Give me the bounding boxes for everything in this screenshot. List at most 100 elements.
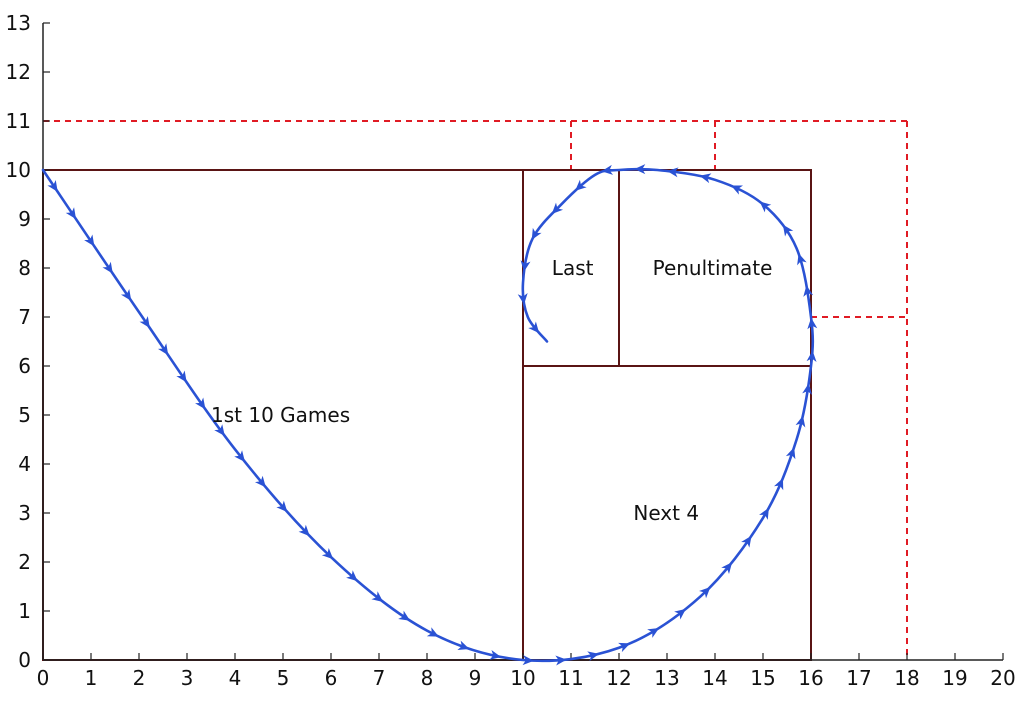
spiral-arrow-head xyxy=(120,288,132,301)
spiral-path xyxy=(41,164,818,666)
spiral-arrow-head xyxy=(587,651,600,662)
dashed-guide-lines xyxy=(43,120,908,660)
spiral-arrow-head xyxy=(803,285,814,297)
spiral-arrow-head xyxy=(214,424,225,437)
spiral-arrow-head xyxy=(667,167,679,178)
spiral-arrow-head xyxy=(699,586,711,599)
x-tick-label: 13 xyxy=(654,666,679,690)
spiral-arrow-head xyxy=(699,173,712,184)
y-tick-label: 7 xyxy=(18,305,31,329)
spiral-arrow-head xyxy=(84,234,95,247)
spiral-arrow-head xyxy=(298,524,310,537)
spiral-arrow-head xyxy=(65,207,77,220)
spiral-arrow-head xyxy=(176,370,187,383)
spiral-arrow-head xyxy=(254,475,266,488)
spiral-arrow-head xyxy=(759,507,769,520)
spiral-arrow-head xyxy=(195,397,206,410)
x-tick-label: 17 xyxy=(846,666,871,690)
x-tick-label: 9 xyxy=(469,666,482,690)
y-tick-label: 8 xyxy=(18,256,31,280)
spiral-arrow-head xyxy=(517,293,528,305)
spiral-arrow-head xyxy=(276,500,288,513)
spiral-arrow-head xyxy=(47,179,58,192)
x-tick-label: 1 xyxy=(85,666,98,690)
y-tick-label: 12 xyxy=(6,60,31,84)
spiral-arrow-head xyxy=(234,450,246,462)
region-labels: 1st 10 Games Next 4 Last Penultimate xyxy=(211,256,772,525)
x-tick-label: 16 xyxy=(798,666,823,690)
spiral-arrow-head xyxy=(802,383,813,395)
y-tick-label: 1 xyxy=(18,599,31,623)
spiral-arrow-head xyxy=(797,253,807,266)
spiral-arrow-head xyxy=(575,179,587,191)
y-tick-label: 3 xyxy=(18,501,31,525)
x-tick-label: 8 xyxy=(421,666,434,690)
region-boxes xyxy=(42,169,812,661)
spiral-arrow-head xyxy=(774,478,784,491)
x-tick-label: 7 xyxy=(373,666,386,690)
spiral-curve xyxy=(41,167,815,663)
spiral-arrow-head xyxy=(782,224,794,237)
spiral-arrow-head xyxy=(674,608,686,620)
y-tick-label: 9 xyxy=(18,207,31,231)
spiral-arrow-head xyxy=(730,185,744,195)
x-tick-label: 19 xyxy=(942,666,967,690)
x-tick-label: 11 xyxy=(558,666,583,690)
spiral-arrow-head xyxy=(398,610,411,621)
x-tick-label: 4 xyxy=(229,666,242,690)
x-tick-label: 0 xyxy=(37,666,50,690)
y-tick-label: 5 xyxy=(18,403,31,427)
spiral-arrow-head xyxy=(139,316,150,328)
spiral-arrow-head xyxy=(721,562,733,574)
x-tick-label: 18 xyxy=(894,666,919,690)
spiral-arrow-head xyxy=(522,655,534,666)
spiral-arrow-head xyxy=(601,164,614,175)
x-tick-label: 2 xyxy=(133,666,146,690)
spiral-arrow-head xyxy=(520,260,531,272)
spiral-arrow-head xyxy=(785,447,796,460)
spiral-arrow-head xyxy=(346,570,358,582)
spiral-arrow-head xyxy=(489,649,502,660)
label-last: Last xyxy=(552,256,594,280)
y-tick-label: 6 xyxy=(18,354,31,378)
label-penultimate: Penultimate xyxy=(653,256,773,280)
spiral-arrow-head xyxy=(634,164,646,175)
spiral-arrow-head xyxy=(531,227,542,240)
spiral-arrow-head xyxy=(759,201,772,213)
spiral-arrow-head xyxy=(457,640,470,651)
y-tick-label: 10 xyxy=(6,158,31,182)
spiral-arrow-head xyxy=(157,343,169,356)
spiral-arrow-head xyxy=(647,627,660,638)
x-tick-label: 3 xyxy=(181,666,194,690)
y-tick-label: 2 xyxy=(18,550,31,574)
spiral-arrow-head xyxy=(807,317,818,330)
x-tick-label: 14 xyxy=(702,666,727,690)
y-tick-label: 11 xyxy=(6,109,31,133)
label-next-four: Next 4 xyxy=(633,501,699,525)
x-tick-label: 5 xyxy=(277,666,290,690)
spiral-arrow-head xyxy=(528,321,540,334)
y-tick-label: 0 xyxy=(18,648,31,672)
spiral-arrow-head xyxy=(555,655,567,666)
spiral-arrow-head xyxy=(741,535,752,548)
x-tick-label: 15 xyxy=(750,666,775,690)
label-first-ten: 1st 10 Games xyxy=(211,403,350,427)
spiral-arrow-head xyxy=(321,548,334,560)
spiral-arrow-head xyxy=(806,350,817,362)
axes: 0 1 2 3 4 5 6 7 8 9 10 11 12 13 14 15 16 17 18 19 2001234567… xyxy=(6,11,1016,690)
x-tick-label: 12 xyxy=(606,666,631,690)
spiral-arrow-head xyxy=(426,627,439,637)
x-tick-label: 20 xyxy=(990,666,1015,690)
box-outer xyxy=(42,169,812,661)
x-tick-label: 6 xyxy=(325,666,338,690)
box-penultimate xyxy=(618,169,812,367)
spiral-arrow-head xyxy=(795,415,806,428)
y-tick-label: 4 xyxy=(18,452,31,476)
spiral-arrow-head xyxy=(371,591,384,602)
y-tick-label: 13 xyxy=(6,11,31,35)
spiral-arrow-head xyxy=(618,642,631,653)
x-tick-label: 10 xyxy=(510,666,535,690)
spiral-arrow-head xyxy=(551,202,564,214)
spiral-arrow-head xyxy=(102,261,113,274)
